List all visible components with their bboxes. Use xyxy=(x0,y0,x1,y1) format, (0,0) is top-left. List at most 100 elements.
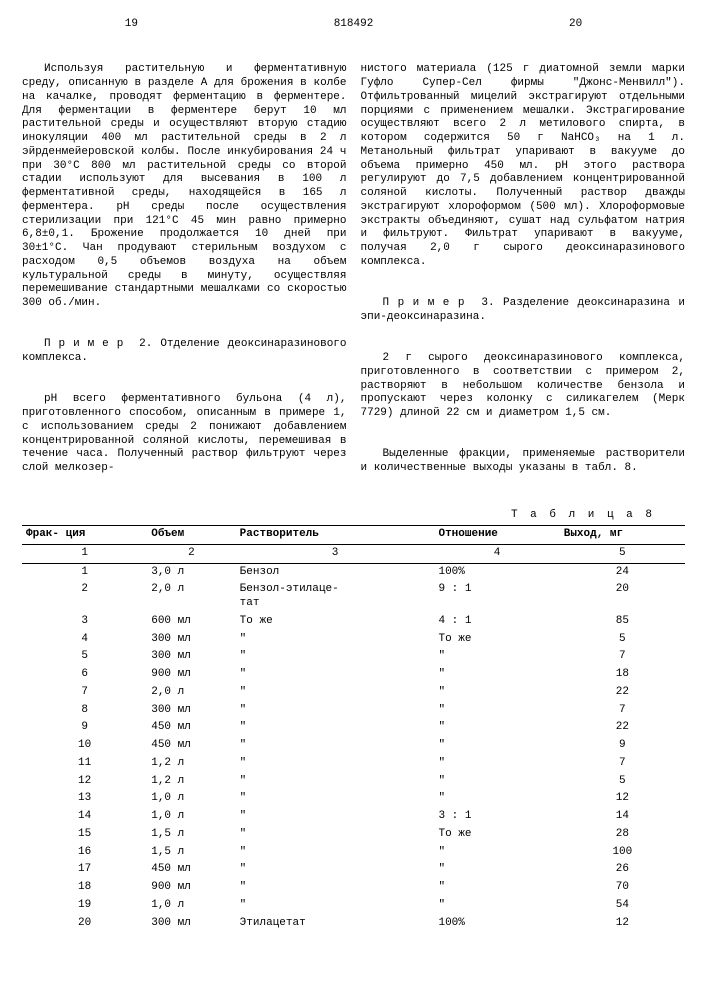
table-cell: " xyxy=(236,808,435,826)
table-cell: 5 xyxy=(22,648,147,666)
col-header: Растворитель xyxy=(236,526,435,545)
table-row: 8300 мл""7 xyxy=(22,702,685,720)
table-cell: 9 xyxy=(22,719,147,737)
table-cell: 15 xyxy=(22,826,147,844)
table-cell: " xyxy=(236,897,435,915)
table-cell: 1,5 л xyxy=(147,844,235,862)
para: нистого материала (125 г диатомной земли… xyxy=(361,63,686,269)
table-cell: " xyxy=(434,844,559,862)
table-cell: 85 xyxy=(560,613,685,631)
doc-number: 818492 xyxy=(244,18,463,32)
table-cell: 2,0 л xyxy=(147,684,235,702)
table-cell: 900 мл xyxy=(147,879,235,897)
table-cell: 1 xyxy=(22,563,147,581)
table-cell: " xyxy=(434,684,559,702)
table-cell: 4 : 1 xyxy=(434,613,559,631)
table-cell: 5 xyxy=(560,773,685,791)
table-cell: " xyxy=(434,773,559,791)
table-cell: " xyxy=(236,826,435,844)
table-row: 5300 мл""7 xyxy=(22,648,685,666)
table-cell: 16 xyxy=(22,844,147,862)
table-cell: " xyxy=(434,879,559,897)
table-cell: 300 мл xyxy=(147,702,235,720)
table-cell: 100 xyxy=(560,844,685,862)
table-row: 131,0 л""12 xyxy=(22,790,685,808)
table-cell: 1,5 л xyxy=(147,826,235,844)
table-cell: 18 xyxy=(560,666,685,684)
table-cell: " xyxy=(236,684,435,702)
col-header: Выход, мг xyxy=(560,526,685,545)
table-cell: 70 xyxy=(560,879,685,897)
table-cell: 18 xyxy=(22,879,147,897)
table-cell: 7 xyxy=(560,755,685,773)
table-cell: 19 xyxy=(22,897,147,915)
table-cell: " xyxy=(434,702,559,720)
table-row: 20300 млЭтилацетат100%12 xyxy=(22,915,685,933)
table-cell: 3 xyxy=(22,613,147,631)
table-cell: 6 xyxy=(22,666,147,684)
col-header: Фрак- ция xyxy=(22,526,147,545)
table-caption: Т а б л и ц а 8 xyxy=(22,509,655,523)
table-row: 151,5 л"То же28 xyxy=(22,826,685,844)
para: Используя растительную и ферментативную … xyxy=(22,63,347,311)
table-row: 10450 мл""9 xyxy=(22,737,685,755)
table-cell: 28 xyxy=(560,826,685,844)
table-cell: " xyxy=(434,648,559,666)
table-row: 4300 мл"То же5 xyxy=(22,631,685,649)
table-cell: 1,2 л xyxy=(147,773,235,791)
table-cell: " xyxy=(236,844,435,862)
table-cell: 1,0 л xyxy=(147,808,235,826)
table-cell: То же xyxy=(236,613,435,631)
table-cell: 14 xyxy=(560,808,685,826)
table-cell: 12 xyxy=(560,915,685,933)
table-cell: Бензол xyxy=(236,563,435,581)
table-cell: 9 : 1 xyxy=(434,581,559,613)
table-cell: " xyxy=(434,861,559,879)
table-cell: " xyxy=(434,755,559,773)
table-cell: 3,0 л xyxy=(147,563,235,581)
table-cell: 20 xyxy=(560,581,685,613)
table-cell: 450 мл xyxy=(147,719,235,737)
table-row: 121,2 л""5 xyxy=(22,773,685,791)
table-cell: 12 xyxy=(560,790,685,808)
table-cell: 100% xyxy=(434,563,559,581)
table-row: 161,5 л""100 xyxy=(22,844,685,862)
table-row: 191,0 л""54 xyxy=(22,897,685,915)
table-cell: 26 xyxy=(560,861,685,879)
page-left: 19 xyxy=(22,18,241,32)
example-3-title: П р и м е р 3. Разделение деоксинаразина… xyxy=(361,297,686,325)
table-cell: 4 xyxy=(22,631,147,649)
table-cell: " xyxy=(434,737,559,755)
table-cell: 12 xyxy=(22,773,147,791)
para: Выделенные фракции, применяемые раствори… xyxy=(361,448,686,476)
table-cell: 2,0 л xyxy=(147,581,235,613)
table-colnum-row: 1 2 3 4 5 xyxy=(22,544,685,563)
table-cell: 100% xyxy=(434,915,559,933)
table-cell: 1,0 л xyxy=(147,897,235,915)
page-right: 20 xyxy=(466,18,685,32)
table-cell: " xyxy=(434,666,559,684)
table-cell: 13 xyxy=(22,790,147,808)
table-row: 22,0 лБензол-этилаце- тат9 : 120 xyxy=(22,581,685,613)
col-header: Отношение xyxy=(434,526,559,545)
col-header: Объем xyxy=(147,526,235,545)
table-cell: " xyxy=(236,631,435,649)
table-cell: 300 мл xyxy=(147,631,235,649)
two-column-text: Используя растительную и ферментативную … xyxy=(22,36,685,504)
table-cell: 1,2 л xyxy=(147,755,235,773)
table-cell: 300 мл xyxy=(147,915,235,933)
table-row: 18900 мл""70 xyxy=(22,879,685,897)
table-cell: 8 xyxy=(22,702,147,720)
para: pH всего ферментативного бульона (4 л), … xyxy=(22,393,347,476)
table-cell: " xyxy=(236,755,435,773)
table-row: 3600 млТо же4 : 185 xyxy=(22,613,685,631)
example-2-title: П р и м е р 2. Отделение деоксинаразинов… xyxy=(22,338,347,366)
table-cell: 14 xyxy=(22,808,147,826)
table-cell: 7 xyxy=(560,648,685,666)
table-cell: 5 xyxy=(560,631,685,649)
col-num: 4 xyxy=(434,544,559,563)
table-cell: 9 xyxy=(560,737,685,755)
col-num: 5 xyxy=(560,544,685,563)
table-cell: " xyxy=(434,897,559,915)
right-column: нистого материала (125 г диатомной земли… xyxy=(361,36,686,504)
